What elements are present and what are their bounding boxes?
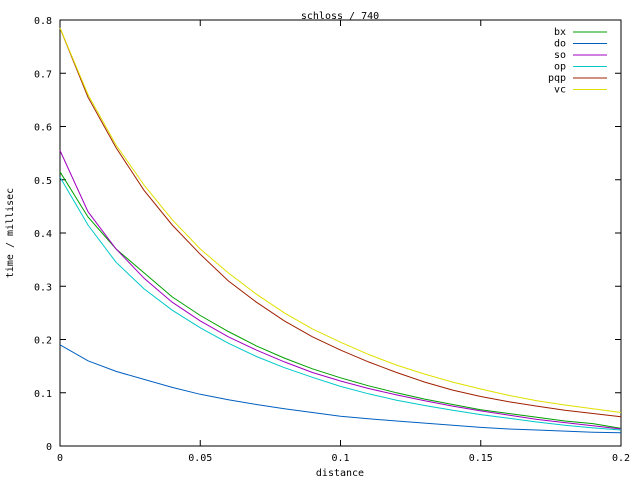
x-tick-label: 0.2 [612, 453, 630, 464]
legend-label-do: do [554, 39, 566, 50]
x-tick-label: 0.05 [188, 453, 212, 464]
x-tick-label: 0.15 [469, 453, 493, 464]
y-tick-label: 0.4 [34, 229, 52, 240]
y-tick-label: 0.7 [34, 69, 52, 80]
y-tick-label: 0.3 [34, 282, 52, 293]
x-axis-label: distance [316, 468, 364, 479]
y-axis-ticks: 0 0.1 0.2 0.3 0.4 0.5 0.6 0.7 0.8 [34, 16, 621, 453]
legend-label-bx: bx [554, 27, 566, 38]
x-axis-ticks: 0 0.05 0.1 0.15 0.2 [57, 20, 630, 464]
series-line-bx [59, 171, 622, 429]
chart-title: schloss / 740 [301, 11, 379, 22]
legend-label-pqp: pqp [548, 73, 566, 84]
series-line-so [59, 150, 622, 430]
y-tick-label: 0.8 [34, 16, 52, 27]
y-tick-label: 0.6 [34, 123, 52, 134]
x-tick-label: 0.1 [331, 453, 349, 464]
y-tick-label: 0.2 [34, 336, 52, 347]
y-axis-label: time / millisec [5, 188, 16, 278]
legend-label-op: op [554, 62, 566, 73]
plot-frame [59, 19, 622, 447]
y-tick-label: 0.1 [34, 389, 52, 400]
x-tick-label: 0 [57, 453, 63, 464]
series-line-do [59, 344, 622, 434]
series-line-pqp [59, 27, 622, 418]
y-tick-label: 0.5 [34, 176, 52, 187]
series-line-op [59, 176, 622, 431]
legend-label-so: so [554, 50, 566, 61]
legend-label-vc: vc [554, 85, 566, 96]
y-tick-label: 0 [46, 442, 52, 453]
series-lines [59, 27, 622, 434]
series-line-vc [59, 27, 622, 413]
